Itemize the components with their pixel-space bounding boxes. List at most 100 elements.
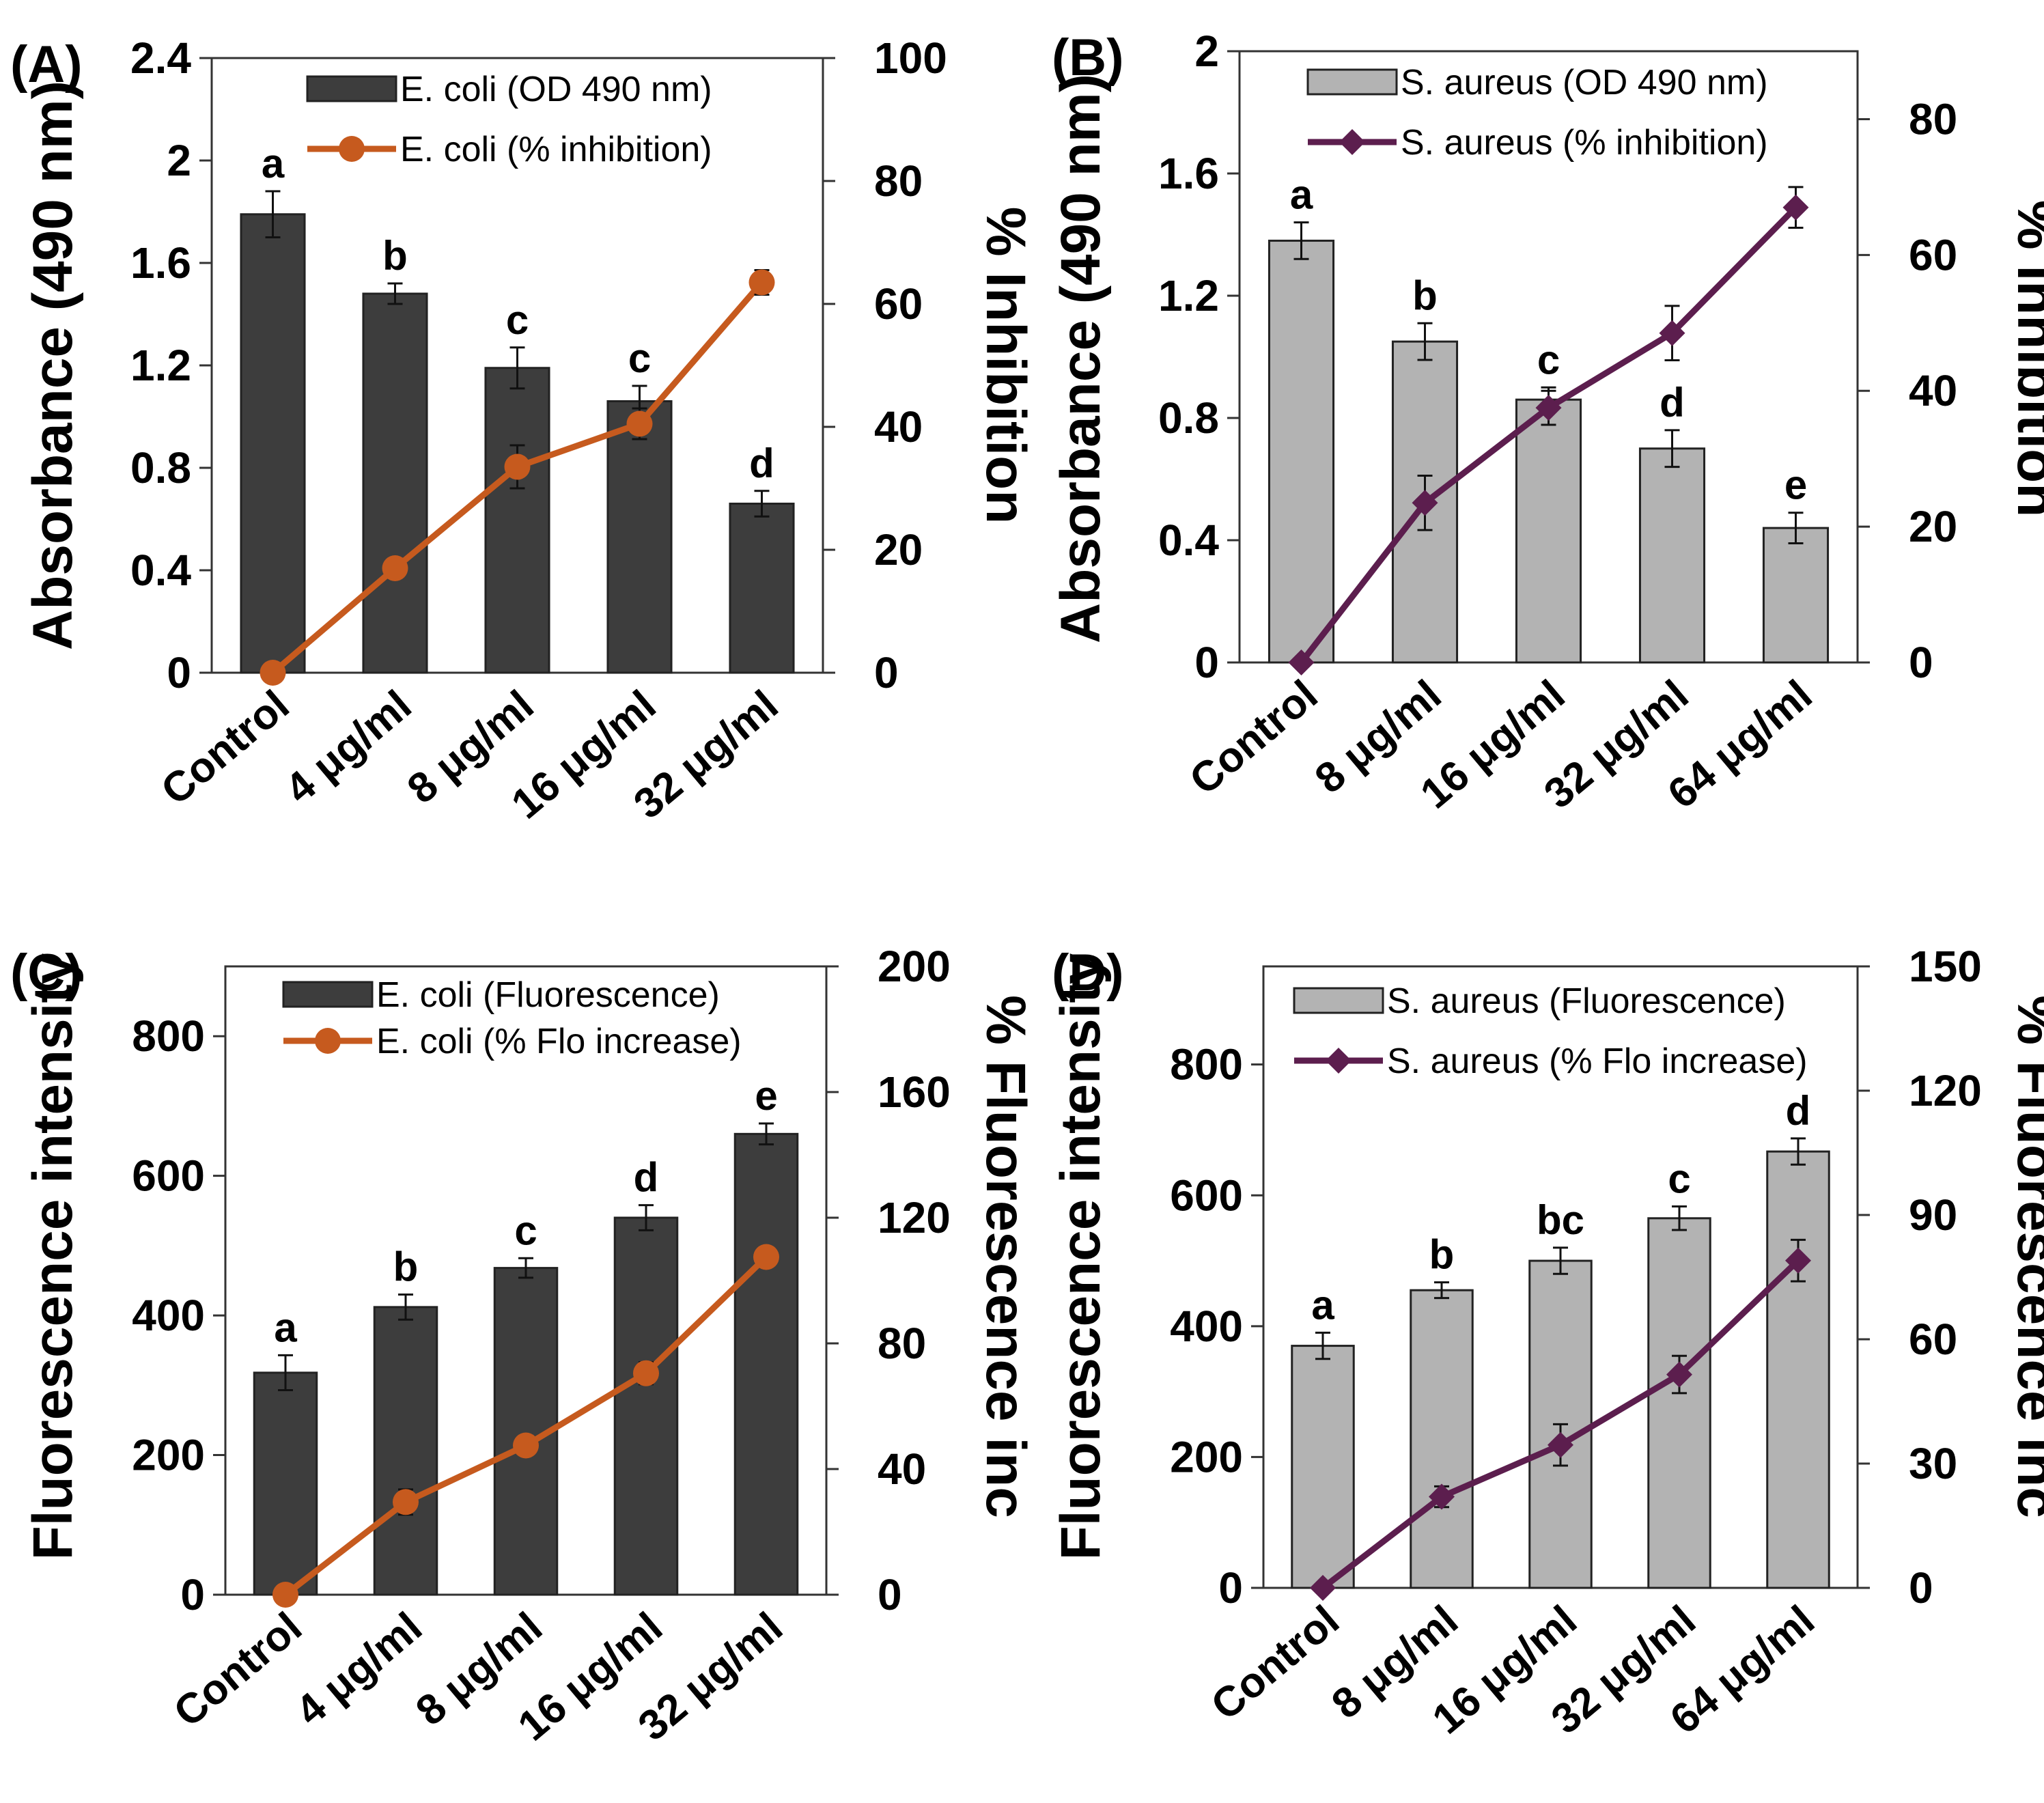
panel-a: 0 0.4 0.8 1.2 1.6 2 2.4 0 20 40 60 80 100 a b c c d Contro…	[10, 33, 1037, 828]
legend: S. aureus (OD 490 nm) S. aureus (% inhibi…	[1306, 63, 1768, 163]
legend-marker	[315, 1028, 341, 1054]
y2-axis-title: % Fluorescence inc	[2006, 995, 2044, 1518]
y-tick-label: 200	[1170, 1432, 1243, 1481]
y2-tick-label: 60	[1909, 1315, 1957, 1364]
x-tick-label: 4 μg/ml	[287, 1604, 431, 1735]
y2-tick-label: 150	[1909, 942, 1982, 991]
data-point	[1288, 649, 1315, 675]
data-point	[382, 555, 408, 581]
data-point	[1412, 490, 1438, 516]
y2-tick-label: 80	[878, 1319, 926, 1368]
legend-line-label: S. aureus (% inhibition)	[1401, 123, 1768, 163]
significance-letter: b	[1412, 272, 1438, 318]
legend-line-label: S. aureus (% Flo increase)	[1387, 1042, 1808, 1081]
y-tick-label: 800	[1170, 1040, 1243, 1089]
bar	[729, 503, 795, 674]
data-point	[633, 1360, 659, 1386]
y-tick-label: 600	[132, 1151, 205, 1201]
significance-letter: c	[1537, 337, 1560, 382]
legend: E. coli (OD 490 nm) E. coli (% inhibition…	[306, 70, 712, 169]
y2-tick-label: 120	[878, 1193, 951, 1242]
x-tick-label: Control	[152, 682, 298, 815]
x-tick-label: Control	[1203, 1597, 1348, 1730]
panel-d: 02004006008000306090120150abbccdControl8…	[1050, 942, 2044, 1743]
legend-line-label: E. coli (% inhibition)	[400, 130, 712, 169]
legend-bar-label: E. coli (OD 490 nm)	[400, 70, 712, 109]
y-tick-label: 2	[1194, 27, 1219, 76]
y-tick-label: 0.8	[1158, 393, 1219, 443]
panel-c: 0 200 400 600 800 0 40 80 120 160 200 a b c d e Control4…	[10, 942, 1037, 1750]
bar	[362, 292, 428, 674]
panel-label: (C)	[10, 944, 83, 1002]
y-tick-label: 400	[132, 1291, 205, 1340]
significance-letter: a	[1311, 1282, 1334, 1328]
y2-tick-label: 60	[1909, 230, 1957, 279]
data-point	[1659, 320, 1685, 346]
bar	[1647, 1217, 1711, 1589]
significance-letter: bc	[1537, 1197, 1584, 1243]
bar	[613, 1216, 679, 1596]
legend-marker	[1339, 129, 1365, 155]
y2-tick-label: 0	[874, 648, 899, 697]
data-point	[1310, 1575, 1336, 1601]
data-point	[1535, 395, 1562, 421]
y-axis-title: Fluorescence intensity	[1050, 953, 1112, 1560]
y-tick-label: 0.4	[1158, 516, 1219, 565]
bar	[1410, 1289, 1474, 1589]
y2-tick-label: 40	[878, 1444, 926, 1494]
y-tick-label: 0.8	[130, 443, 191, 492]
y-tick-label: 1.2	[1158, 271, 1219, 320]
data-point	[753, 1244, 779, 1270]
y-axis-title: Fluorescence intensity	[22, 953, 84, 1560]
y2-tick-label: 0	[1909, 1563, 1933, 1612]
data-point	[504, 453, 531, 480]
data-point	[513, 1432, 539, 1459]
data-point	[748, 269, 775, 296]
y-tick-label: 1.2	[130, 341, 191, 390]
significance-letter: e	[1784, 462, 1807, 508]
legend-bar-swatch	[1293, 987, 1384, 1014]
legend-bar-swatch	[306, 75, 397, 102]
significance-letter: b	[393, 1244, 419, 1289]
bar	[1515, 398, 1582, 664]
y2-tick-label: 0	[1909, 638, 1933, 687]
y2-tick-label: 80	[874, 156, 923, 206]
legend-marker	[339, 136, 365, 162]
y-axis-title: Absorbance (490 nm)	[22, 81, 84, 650]
y2-tick-label: 40	[874, 402, 923, 451]
data-point	[260, 660, 286, 686]
significance-letter: d	[1786, 1088, 1811, 1134]
y2-tick-label: 40	[1909, 366, 1957, 415]
significance-letter: c	[506, 297, 529, 343]
y2-tick-label: 100	[874, 33, 947, 83]
y-tick-label: 200	[132, 1431, 205, 1480]
significance-letter: c	[628, 335, 651, 381]
data-point	[1785, 1247, 1811, 1274]
y-tick-label: 1.6	[1158, 149, 1219, 198]
bar	[373, 1306, 438, 1596]
bar	[240, 213, 306, 674]
y-tick-label: 0	[167, 648, 191, 697]
significance-letter: e	[755, 1073, 777, 1119]
panel-label: (D)	[1052, 944, 1124, 1002]
y2-tick-label: 90	[1909, 1190, 1957, 1240]
y2-tick-label: 80	[1909, 94, 1957, 143]
y-tick-label: 600	[1170, 1171, 1243, 1220]
y-tick-label: 0	[1194, 638, 1219, 687]
y-tick-label: 1.6	[130, 238, 191, 288]
bar	[253, 1371, 318, 1596]
bar	[1766, 1150, 1830, 1589]
bar	[1268, 239, 1335, 664]
significance-letter: a	[262, 141, 285, 186]
y-tick-label: 0.4	[130, 546, 191, 595]
data-point	[393, 1489, 419, 1515]
data-point	[1666, 1361, 1692, 1388]
y2-tick-label: 20	[874, 525, 923, 574]
data-point	[272, 1582, 298, 1608]
y2-axis-title: % Inhibition	[2006, 200, 2044, 518]
y2-tick-label: 20	[1909, 502, 1957, 551]
bar	[606, 400, 673, 674]
y2-tick-label: 30	[1909, 1439, 1957, 1488]
significance-letter: d	[1660, 380, 1685, 425]
